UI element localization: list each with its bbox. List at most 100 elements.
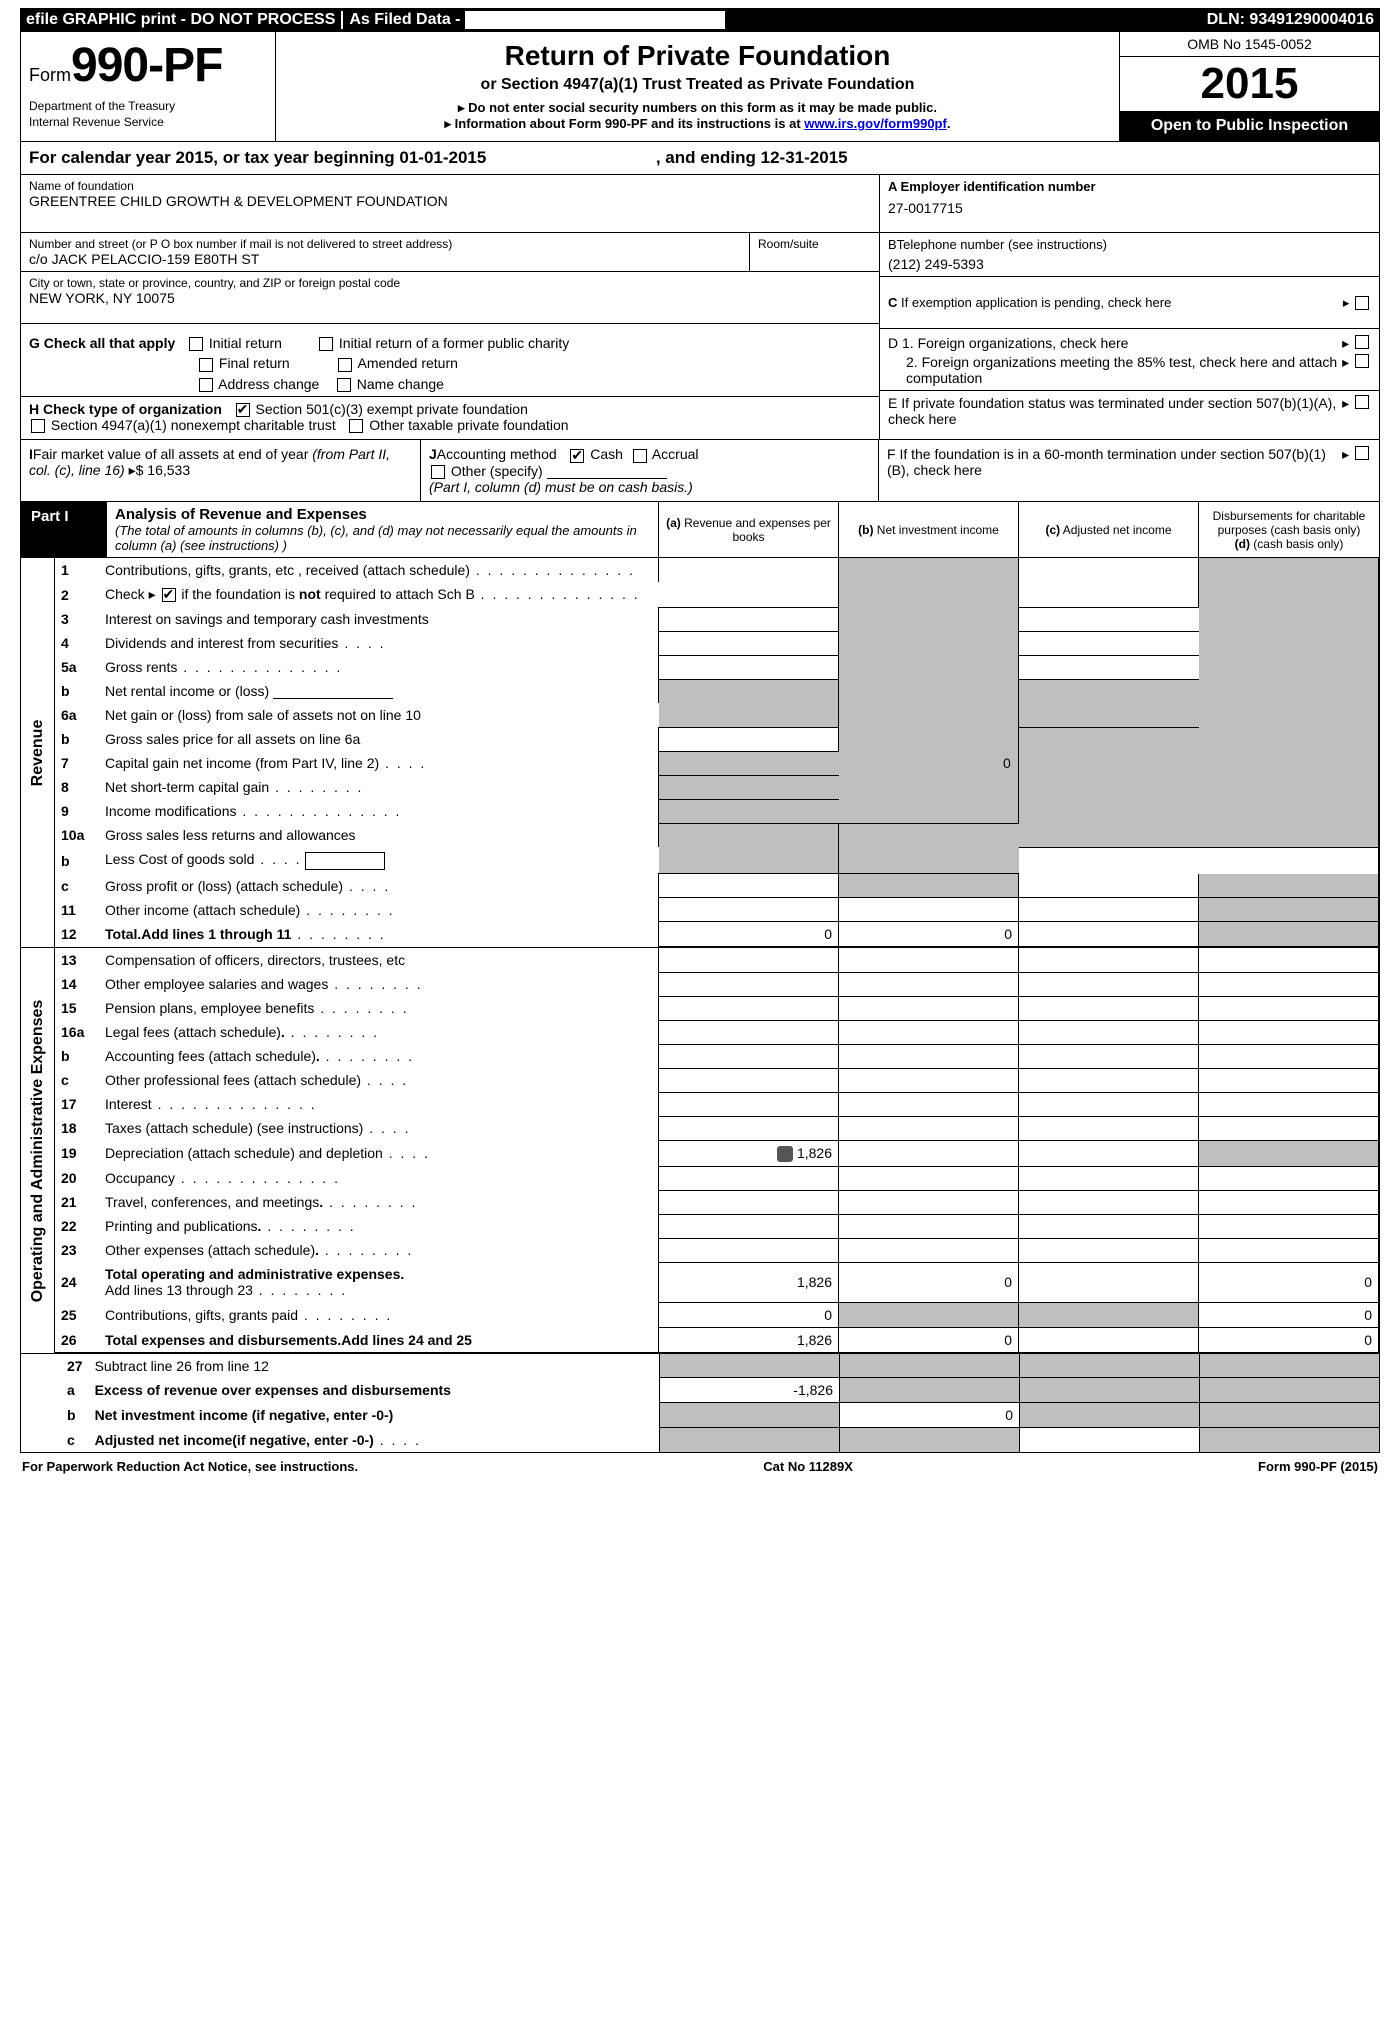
d1-label: D 1. Foreign organizations, check here bbox=[888, 335, 1342, 351]
val-27b: 0 bbox=[840, 1403, 1020, 1428]
header-left: Form990-PF Department of the Treasury In… bbox=[21, 32, 276, 141]
checkbox-4947[interactable] bbox=[31, 419, 45, 433]
foundation-name-label: Name of foundation bbox=[29, 179, 871, 193]
address-value: c/o JACK PELACCIO-159 E80TH ST bbox=[29, 251, 741, 267]
efile-notice: efile GRAPHIC print - DO NOT PROCESS bbox=[26, 11, 335, 29]
val-26d: 0 bbox=[1199, 1327, 1379, 1352]
dln-value: 93491290004016 bbox=[1249, 11, 1374, 29]
line-5b: Net rental income or (loss) bbox=[99, 679, 659, 703]
omb-number: OMB No 1545-0052 bbox=[1120, 32, 1379, 57]
line-22: Printing and publications. bbox=[99, 1214, 659, 1238]
line-18: Taxes (attach schedule) (see instruction… bbox=[99, 1116, 659, 1140]
checkbox-name-change[interactable] bbox=[337, 378, 351, 392]
val-24d: 0 bbox=[1199, 1262, 1379, 1302]
checkbox-e[interactable] bbox=[1355, 395, 1369, 409]
checkbox-c[interactable] bbox=[1355, 296, 1369, 310]
line-27-table: 27Subtract line 26 from line 12 aExcess … bbox=[20, 1354, 1380, 1453]
line-16a: Legal fees (attach schedule). bbox=[99, 1020, 659, 1044]
val-12a: 0 bbox=[659, 922, 839, 947]
col-d-label: Disbursements for charitable purposes (c… bbox=[1213, 509, 1366, 537]
calendar-year-row: For calendar year 2015, or tax year begi… bbox=[20, 142, 1380, 175]
checkbox-d2[interactable] bbox=[1355, 354, 1369, 368]
line-21: Travel, conferences, and meetings. bbox=[99, 1190, 659, 1214]
phone-value: (212) 249-5393 bbox=[888, 256, 1371, 272]
line-24: Total operating and administrative expen… bbox=[99, 1262, 659, 1302]
col-a-label: Revenue and expenses per books bbox=[684, 516, 831, 544]
paperwork-notice: For Paperwork Reduction Act Notice, see … bbox=[22, 1459, 358, 1474]
as-filed-label: As Filed Data - bbox=[349, 11, 460, 29]
part1-title: Analysis of Revenue and Expenses bbox=[115, 506, 367, 523]
city-label: City or town, state or province, country… bbox=[29, 276, 871, 290]
checkbox-initial[interactable] bbox=[189, 337, 203, 351]
val-26a: 1,826 bbox=[659, 1327, 839, 1352]
line-27: Subtract line 26 from line 12 bbox=[89, 1354, 660, 1378]
revenue-section: Revenue 1 Contributions, gifts, grants, … bbox=[20, 558, 1380, 948]
checkbox-cash[interactable] bbox=[570, 449, 584, 463]
line-5a: Gross rents bbox=[99, 655, 659, 679]
checkbox-f[interactable] bbox=[1355, 446, 1369, 460]
part1-sub: (The total of amounts in columns (b), (c… bbox=[115, 523, 637, 553]
instructions-link[interactable]: www.irs.gov/form990pf bbox=[804, 116, 947, 131]
val-24a: 1,826 bbox=[659, 1262, 839, 1302]
header-right: OMB No 1545-0052 2015 Open to Public Ins… bbox=[1119, 32, 1379, 141]
header-mid: Return of Private Foundation or Section … bbox=[276, 32, 1119, 141]
checkbox-501c3[interactable] bbox=[236, 403, 250, 417]
form-header: Form990-PF Department of the Treasury In… bbox=[20, 32, 1380, 142]
checkbox-sch-b[interactable] bbox=[162, 588, 176, 602]
form-number: 990-PF bbox=[71, 39, 222, 92]
form-page: efile GRAPHIC print - DO NOT PROCESS As … bbox=[0, 0, 1400, 1494]
line-16b: Accounting fees (attach schedule). bbox=[99, 1044, 659, 1068]
line-10c: Gross profit or (loss) (attach schedule) bbox=[99, 874, 659, 898]
checkbox-other-tax[interactable] bbox=[349, 419, 363, 433]
expenses-section: Operating and Administrative Expenses 13… bbox=[20, 948, 1380, 1354]
line-26: Total expenses and disbursements.Add lin… bbox=[99, 1327, 659, 1352]
separator bbox=[341, 11, 343, 29]
f-label: F If the foundation is in a 60-month ter… bbox=[887, 446, 1342, 478]
public-inspection: Open to Public Inspection bbox=[1120, 111, 1379, 141]
line-23: Other expenses (attach schedule). bbox=[99, 1238, 659, 1262]
part1-header: Part I Analysis of Revenue and Expenses … bbox=[20, 502, 1380, 558]
checkbox-other-method[interactable] bbox=[431, 465, 445, 479]
line-10b: Less Cost of goods sold bbox=[99, 847, 659, 873]
page-footer: For Paperwork Reduction Act Notice, see … bbox=[20, 1453, 1380, 1474]
val-7b: 0 bbox=[1003, 755, 1011, 771]
line-7: Capital gain net income (from Part IV, l… bbox=[99, 751, 659, 775]
entity-info: Name of foundation GREENTREE CHILD GROWT… bbox=[20, 175, 1380, 329]
form-title: Return of Private Foundation bbox=[286, 40, 1109, 72]
checkbox-initial-former[interactable] bbox=[319, 337, 333, 351]
line-4: Dividends and interest from securities bbox=[99, 631, 659, 655]
expenses-side-label: Operating and Administrative Expenses bbox=[21, 948, 55, 1353]
part1-tag: Part I bbox=[21, 502, 107, 557]
blank-field bbox=[465, 11, 725, 29]
room-label: Room/suite bbox=[758, 237, 871, 251]
tax-year: 2015 bbox=[1120, 57, 1379, 111]
checkbox-addr-change[interactable] bbox=[199, 378, 213, 392]
d2-label: 2. Foreign organizations meeting the 85%… bbox=[888, 354, 1342, 386]
line-13: Compensation of officers, directors, tru… bbox=[99, 948, 659, 972]
attachment-icon[interactable] bbox=[777, 1146, 793, 1162]
e-label: E If private foundation status was termi… bbox=[888, 395, 1342, 427]
line-19: Depreciation (attach schedule) and deple… bbox=[99, 1140, 659, 1166]
revenue-side-label: Revenue bbox=[21, 558, 55, 947]
line-14: Other employee salaries and wages bbox=[99, 972, 659, 996]
line-6b: Gross sales price for all assets on line… bbox=[99, 727, 659, 751]
checkbox-final[interactable] bbox=[199, 358, 213, 372]
checkbox-accrual[interactable] bbox=[633, 449, 647, 463]
phone-label: BTelephone number (see instructions) bbox=[888, 237, 1371, 252]
line-1: Contributions, gifts, grants, etc , rece… bbox=[99, 558, 659, 582]
line-27c: Adjusted net income(if negative, enter -… bbox=[89, 1428, 660, 1453]
g-label: G Check all that apply bbox=[29, 335, 175, 351]
checkbox-amended[interactable] bbox=[338, 358, 352, 372]
line-2: Check ▸ if the foundation is not require… bbox=[99, 582, 659, 607]
h-label: H Check type of organization bbox=[29, 401, 222, 417]
col-c-label: Adjusted net income bbox=[1063, 523, 1172, 537]
ein-label: A Employer identification number bbox=[888, 179, 1371, 194]
line-20: Occupancy bbox=[99, 1166, 659, 1190]
i-label: IFair market value of all assets at end … bbox=[29, 446, 390, 478]
note-ssn: ▸ Do not enter social security numbers o… bbox=[286, 100, 1109, 116]
line-12: Total.Add lines 1 through 11 bbox=[99, 922, 659, 947]
line-8: Net short-term capital gain bbox=[99, 775, 659, 799]
line-15: Pension plans, employee benefits bbox=[99, 996, 659, 1020]
checkbox-d1[interactable] bbox=[1355, 335, 1369, 349]
val-27a: -1,826 bbox=[660, 1378, 840, 1403]
